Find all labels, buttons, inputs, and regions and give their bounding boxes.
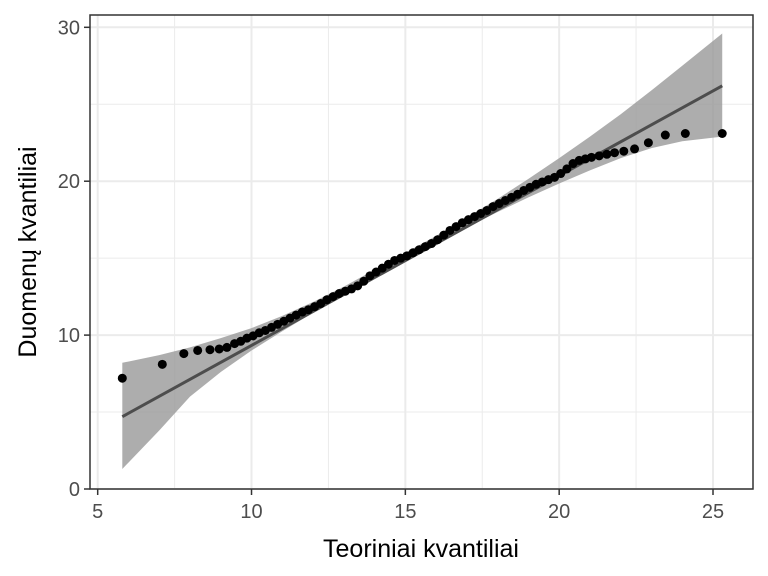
data-point [643,138,653,148]
data-point [586,152,596,162]
data-point [157,359,167,369]
data-point [562,164,572,174]
data-point [630,144,640,154]
data-point [179,349,189,359]
data-point [193,345,203,355]
data-point [433,235,443,245]
y-axis-title: Duomenų kvantiliai [14,146,42,357]
data-point [117,373,127,383]
points-layer [117,129,727,383]
data-point [610,148,620,158]
x-tick-label: 10 [240,501,262,523]
y-tick-label: 30 [58,17,80,39]
data-point [717,129,727,138]
data-point [594,151,604,161]
y-tick-label: 20 [58,171,80,193]
data-point [680,129,690,138]
data-point [359,276,369,286]
x-tick-label: 25 [702,501,724,523]
data-point [660,130,670,140]
panel-border [89,14,754,490]
data-point [556,169,566,179]
y-tick-label: 0 [69,479,80,501]
data-point [222,342,232,352]
data-point [353,281,363,291]
data-point [619,146,629,156]
data-point [602,149,612,159]
x-tick-label: 20 [548,501,570,523]
y-tick-label: 10 [58,325,80,347]
x-tick-label: 5 [92,501,103,523]
data-point [214,344,224,354]
x-axis-title: Teoriniai kvantiliai [323,535,519,563]
data-point [439,230,449,240]
x-tick-label: 15 [394,501,416,523]
axis-layer: 5 10 15 20 25 0 10 20 30 [58,17,724,523]
data-point [205,345,215,355]
